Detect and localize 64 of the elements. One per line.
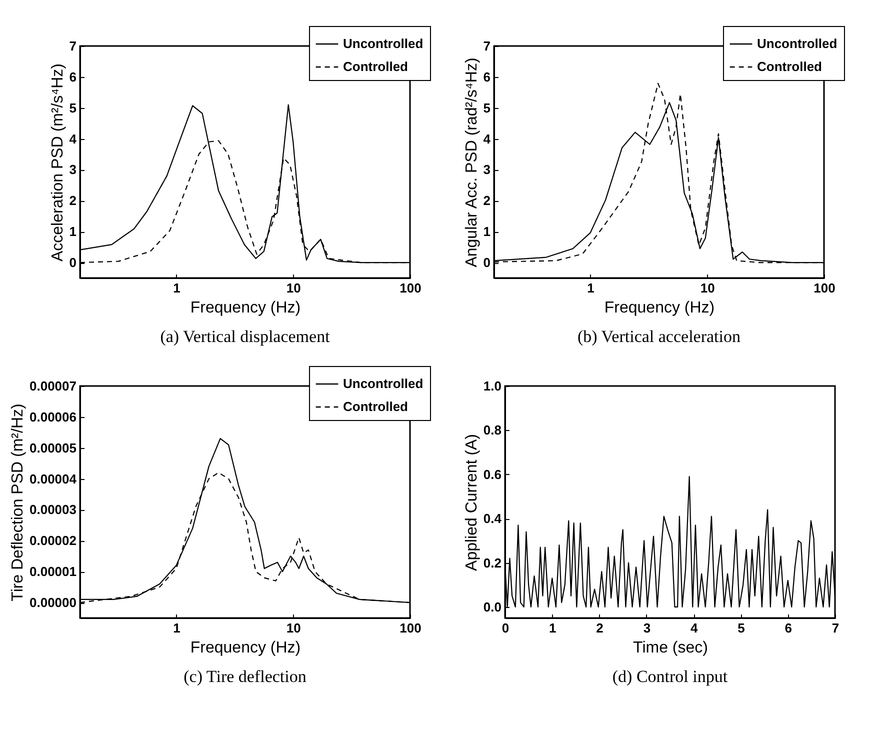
y-tick-label: 4 (69, 131, 78, 146)
y-tick-label: 4 (483, 131, 492, 146)
x-tick-label: 1 (549, 620, 556, 636)
text: (b) Vertical acceleration (578, 327, 741, 346)
y-axis-title: Applied Current (A) (463, 434, 480, 571)
x-tick-label: 6 (784, 620, 792, 636)
x-axis-title: Frequency (Hz) (190, 640, 301, 656)
y-axis-title: Angular Acc. PSD (rad²/s⁴Hz) (463, 58, 480, 268)
y-tick-label: 5 (69, 100, 76, 116)
x-tick-label: 1 (587, 280, 594, 296)
y-tick-label: 6 (483, 69, 490, 84)
y-tick-label: 0 (69, 255, 76, 270)
text: (c) Tire deflection (184, 667, 307, 686)
y-tick-label: 5 (483, 100, 490, 116)
y-tick-label: 2 (69, 193, 76, 208)
x-tick-label: 1 (173, 620, 180, 636)
x-tick-label: 100 (400, 620, 422, 636)
x-tick-label: 10 (286, 620, 301, 636)
y-tick-label: 0 (483, 255, 490, 270)
x-tick-label: 10 (700, 280, 715, 296)
text: (a) Vertical displacement (160, 327, 330, 346)
y-tick-label: 0.8 (483, 422, 502, 438)
y-tick-label: 1 (483, 224, 490, 240)
legend-label: Controlled (757, 59, 822, 74)
x-tick-label: 4 (690, 620, 698, 636)
y-tick-label: 3 (483, 162, 490, 178)
legend-label: Uncontrolled (343, 36, 424, 51)
y-tick-label: 3 (69, 162, 76, 178)
x-tick-label: 2 (596, 620, 604, 636)
y-tick-label: 0.00005 (30, 440, 76, 456)
y-tick-label: 1 (69, 224, 76, 240)
y-tick-label: 6 (69, 69, 76, 84)
y-tick-label: 0.00004 (30, 471, 78, 486)
y-tick-label: 7 (69, 38, 76, 54)
y-tick-label: 0.00002 (30, 533, 76, 548)
y-tick-label: 0.0 (483, 599, 502, 614)
y-tick-label: 0.00001 (30, 564, 76, 580)
text: (d) Control input (612, 667, 728, 686)
y-tick-label: 0.4 (483, 511, 502, 526)
legend-label: Uncontrolled (757, 36, 838, 51)
y-tick-label: 0.00007 (30, 378, 76, 394)
y-tick-label: 1.0 (483, 378, 502, 394)
y-tick-label: 7 (483, 38, 490, 54)
x-axis-title: Frequency (Hz) (190, 300, 301, 316)
y-tick-label: 0.00006 (30, 409, 76, 424)
y-tick-label: 0.6 (483, 466, 502, 482)
x-tick-label: 100 (400, 280, 422, 296)
y-axis-title: Tire Deflection PSD (m²/Hz) (10, 404, 27, 602)
y-tick-label: 2 (483, 193, 490, 208)
x-tick-label: 5 (738, 620, 745, 636)
legend-label: Controlled (343, 399, 408, 414)
x-tick-label: 7 (832, 620, 840, 636)
x-axis-title: Time (sec) (633, 640, 708, 656)
x-tick-label: 100 (814, 280, 836, 296)
y-tick-label: 0.00003 (30, 502, 76, 518)
x-axis-title: Frequency (Hz) (604, 300, 715, 316)
legend-label: Uncontrolled (343, 376, 424, 391)
legend-label: Controlled (343, 59, 408, 74)
y-tick-label: 0.00000 (30, 595, 76, 610)
y-axis-title: Acceleration PSD (m²/s⁴Hz) (49, 63, 66, 262)
x-tick-label: 10 (286, 280, 301, 296)
x-tick-label: 1 (173, 280, 180, 296)
y-tick-label: 0.2 (483, 555, 502, 570)
x-tick-label: 3 (643, 620, 651, 636)
